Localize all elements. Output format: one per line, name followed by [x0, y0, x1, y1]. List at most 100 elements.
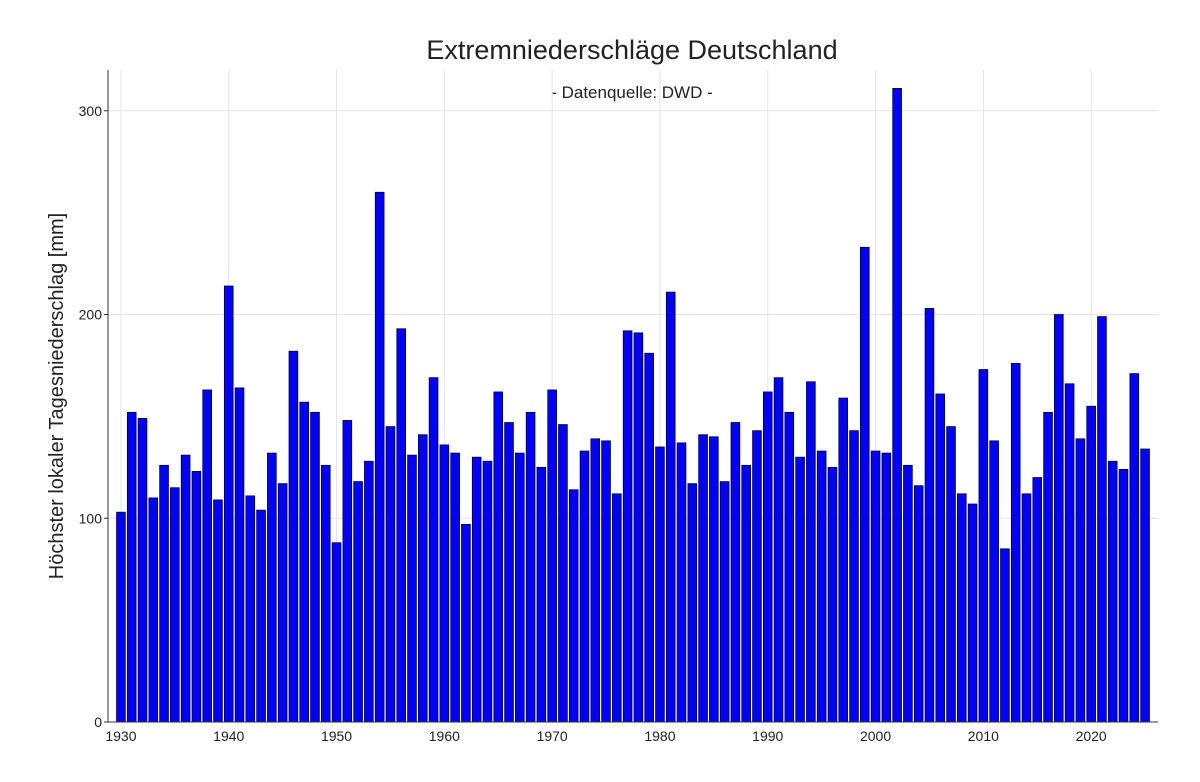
bar-2025: [1140, 448, 1150, 723]
bar-1961: [450, 452, 460, 723]
bar-2008: [957, 493, 967, 723]
bar-2022: [1107, 460, 1118, 723]
bar-1946: [288, 350, 299, 723]
bar-1943: [256, 509, 266, 723]
bar-1989: [752, 430, 762, 723]
bar-1968: [525, 411, 536, 723]
y-tick-label: 200: [79, 307, 103, 323]
bar-1999: [860, 246, 870, 723]
x-tick-label: 2010: [968, 728, 999, 744]
bar-1951: [342, 420, 353, 723]
bar-1933: [148, 497, 159, 723]
bar-2017: [1054, 314, 1064, 723]
x-tick-label: 1970: [537, 728, 568, 744]
bar-1975: [601, 440, 611, 723]
bar-1930: [116, 511, 126, 723]
bar-1945: [277, 483, 288, 723]
bar-2004: [913, 485, 924, 723]
bar-1996: [827, 466, 838, 723]
x-tick-label: 1930: [105, 728, 136, 744]
x-tick-label: 1960: [429, 728, 460, 744]
y-tick-label: 300: [79, 103, 103, 119]
bar-1993: [795, 456, 805, 723]
bar-1956: [396, 328, 406, 723]
bar-1964: [482, 460, 493, 723]
bar-1937: [191, 471, 202, 723]
bar-1957: [407, 454, 417, 723]
bar-1942: [245, 495, 256, 723]
bar-1941: [234, 387, 245, 723]
bar-1995: [816, 450, 827, 723]
bar-1947: [299, 401, 309, 723]
bar-1971: [558, 424, 568, 723]
bar-1935: [170, 487, 180, 723]
bar-1998: [849, 430, 859, 723]
bar-2005: [924, 308, 935, 723]
bar-2012: [1000, 548, 1010, 723]
x-tick-label: 1940: [213, 728, 244, 744]
bar-1978: [633, 332, 644, 723]
bar-1987: [730, 422, 741, 723]
bar-2016: [1043, 411, 1053, 723]
chart-subtitle: - Datenquelle: DWD -: [551, 83, 713, 102]
bar-1950: [331, 542, 342, 723]
x-tick-label: 1980: [644, 728, 675, 744]
bar-1997: [838, 397, 848, 723]
bar-2013: [1010, 363, 1021, 723]
bar-1934: [159, 464, 169, 723]
bar-1991: [773, 377, 784, 723]
bar-1948: [310, 411, 320, 723]
bar-2003: [903, 464, 913, 723]
bar-2011: [989, 440, 999, 723]
bar-2019: [1075, 438, 1086, 723]
bar-2009: [967, 503, 978, 723]
bar-1973: [579, 450, 590, 723]
bar-1981: [665, 291, 676, 723]
y-tick-label: 0: [94, 714, 102, 730]
tick-labels: 0 100 200 300 1930 1940 1950 1960 1970 1980 1990 20…: [79, 103, 1107, 744]
bar-1988: [741, 464, 751, 723]
bar-1954: [374, 191, 385, 723]
bar-1965: [493, 391, 504, 723]
bar-1936: [180, 454, 191, 723]
bar-1931: [126, 411, 137, 723]
bar-1979: [644, 352, 654, 723]
bar-1970: [547, 389, 557, 723]
bar-1960: [439, 444, 450, 723]
bar-1990: [762, 391, 773, 723]
bar-1958: [418, 434, 428, 723]
bar-2024: [1129, 373, 1140, 723]
bar-1966: [504, 422, 514, 723]
bar-1985: [709, 436, 719, 723]
bar-1940: [223, 285, 234, 723]
bar-2006: [935, 393, 946, 723]
bar-1984: [698, 434, 708, 723]
bar-1938: [202, 389, 212, 723]
bar-2014: [1021, 493, 1032, 723]
bar-1983: [687, 483, 698, 723]
bar-1939: [213, 499, 223, 723]
bar-2015: [1032, 477, 1043, 723]
bar-1949: [320, 464, 331, 723]
bar-1963: [471, 456, 482, 723]
bar-1944: [267, 452, 277, 723]
bar-1994: [806, 381, 816, 723]
bar-2007: [946, 426, 956, 723]
bar-1972: [568, 489, 579, 723]
bar-1959: [428, 377, 439, 723]
y-tick-label: 100: [79, 510, 103, 526]
bar-1967: [515, 452, 525, 723]
bar-2023: [1118, 469, 1129, 723]
bar-1992: [784, 411, 795, 723]
bar-2010: [978, 369, 989, 723]
bar-1976: [612, 493, 622, 723]
y-axis-label: Höchster lokaler Tagesniederschlag [mm]: [46, 213, 68, 579]
bar-1977: [622, 330, 633, 723]
bar-1952: [353, 481, 363, 723]
bar-1974: [590, 438, 601, 723]
x-tick-label: 1990: [752, 728, 783, 744]
bar-2002: [892, 87, 902, 723]
bar-1982: [676, 442, 687, 723]
bar-2021: [1097, 316, 1107, 723]
